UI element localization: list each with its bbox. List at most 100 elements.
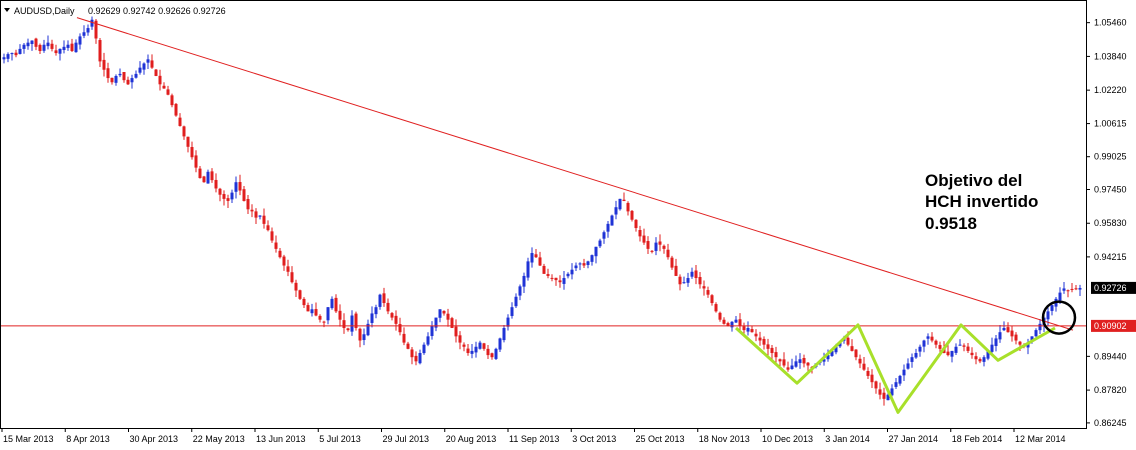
candle <box>582 258 586 269</box>
candle-body <box>134 73 138 78</box>
candle-body <box>1006 327 1010 333</box>
candle-body <box>410 349 414 358</box>
candle-body <box>722 319 726 324</box>
candle-body <box>670 257 674 268</box>
candle <box>18 44 22 55</box>
candle-body <box>46 42 50 47</box>
candle-body <box>542 265 546 274</box>
candle <box>50 39 54 52</box>
candle-body <box>2 57 6 60</box>
candle <box>350 310 354 336</box>
candle-body <box>902 369 906 376</box>
candle <box>330 296 334 310</box>
candle-body <box>250 209 254 212</box>
candle-body <box>634 219 638 229</box>
candle <box>30 40 34 51</box>
candle <box>550 274 554 282</box>
candle <box>794 355 798 368</box>
candle-body <box>150 60 154 68</box>
candle-body <box>66 44 70 48</box>
candle <box>1006 322 1010 333</box>
candle-body <box>126 79 130 85</box>
candle <box>342 313 346 334</box>
candle-body <box>858 358 862 364</box>
candle <box>950 350 954 363</box>
candle <box>642 228 646 245</box>
candle <box>850 339 854 352</box>
candle <box>370 306 374 328</box>
candle-body <box>86 28 90 33</box>
candle-body <box>998 332 1002 340</box>
candle <box>430 321 434 340</box>
candle-body <box>218 188 222 195</box>
candle-body <box>750 329 754 333</box>
candle <box>602 230 606 244</box>
candle <box>306 302 310 312</box>
candle-body <box>986 350 990 359</box>
candle <box>722 317 726 325</box>
candle-body <box>622 199 626 201</box>
candle <box>454 319 458 343</box>
candle <box>946 344 950 357</box>
candle-body <box>1066 290 1070 292</box>
candle <box>1026 338 1030 355</box>
candle-body <box>550 277 554 279</box>
candle-body <box>426 336 430 345</box>
candle-body <box>1062 288 1066 291</box>
candle <box>178 113 182 127</box>
candle <box>742 322 746 335</box>
candle <box>314 302 318 317</box>
candle-body <box>934 340 938 345</box>
candle-body <box>354 313 358 329</box>
candle-body <box>394 315 398 324</box>
candle-body <box>514 296 518 307</box>
candle-body <box>510 307 514 316</box>
candle-body <box>94 20 98 39</box>
y-tick-label: 0.95830 <box>1094 218 1127 228</box>
candle <box>622 192 626 202</box>
candle-body <box>322 321 326 323</box>
candle-body <box>702 286 706 289</box>
candle-body <box>826 355 830 360</box>
candle-body <box>294 282 298 291</box>
candle-body <box>926 336 930 339</box>
candle-body <box>386 302 390 312</box>
candle-body <box>10 53 14 55</box>
candle-body <box>682 282 686 284</box>
candle-body <box>1010 330 1014 337</box>
annotation: Objetivo del HCH invertido 0.9518 <box>925 171 1038 233</box>
candle <box>670 255 674 270</box>
candle-body <box>158 75 162 85</box>
symbol-label: AUDUSD,Daily <box>14 6 75 16</box>
candle <box>1066 289 1070 298</box>
candle <box>274 235 278 253</box>
candle-body <box>618 198 622 210</box>
candle <box>458 331 462 350</box>
candle <box>230 189 234 203</box>
candle-body <box>946 351 950 356</box>
candle-body <box>654 242 658 251</box>
x-tick-label: 20 Aug 2013 <box>446 434 497 444</box>
candle-body <box>914 353 918 358</box>
candle <box>694 265 698 285</box>
candle <box>338 304 342 327</box>
collapse-arrow-icon[interactable] <box>4 8 10 12</box>
candle-body <box>302 298 306 306</box>
candle-body <box>994 338 998 347</box>
candle <box>898 374 902 386</box>
candle-body <box>470 350 474 354</box>
candle <box>890 384 894 398</box>
candle <box>414 351 418 366</box>
y-axis: 1.05460 1.03840 1.02220 1.00615 0.99025 0.974… <box>1086 18 1136 428</box>
candle <box>150 54 154 69</box>
candle-body <box>430 325 434 336</box>
candle <box>318 314 322 323</box>
candle-body <box>398 324 402 333</box>
candle-body <box>270 231 274 241</box>
candle-body <box>442 310 446 314</box>
candle <box>506 314 510 331</box>
candle <box>122 71 126 83</box>
candle-body <box>966 346 970 351</box>
candle <box>442 310 446 316</box>
